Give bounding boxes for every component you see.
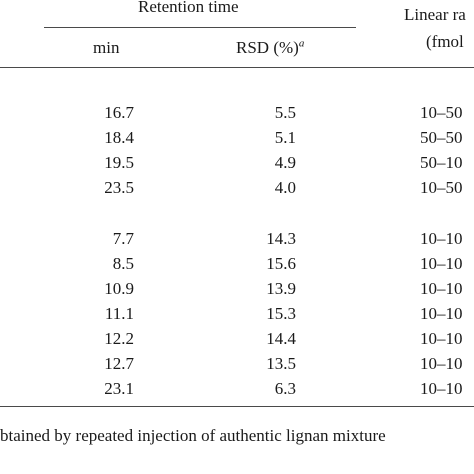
cell-rsd: 13.9 bbox=[266, 279, 296, 298]
cell-rsd: 4.0 bbox=[274, 178, 296, 197]
cell-rsd: 6.3 bbox=[274, 379, 296, 398]
cell-rsd: 15.6 bbox=[266, 254, 296, 273]
cell-min: 8.5 bbox=[112, 254, 134, 273]
cell-rsd: 15.3 bbox=[266, 304, 296, 323]
cell-min: 23.1 bbox=[104, 379, 134, 398]
linear-range-header-line2: (fmol bbox=[426, 32, 464, 51]
cell-min: 12.7 bbox=[104, 354, 134, 373]
cell-linear: 10–10 bbox=[420, 279, 463, 298]
cell-linear: 10–10 bbox=[420, 304, 463, 323]
header-bottom-rule bbox=[0, 67, 474, 68]
cell-min: 11.1 bbox=[104, 304, 134, 323]
cell-rsd: 13.5 bbox=[266, 354, 296, 373]
table-bottom-rule bbox=[0, 406, 474, 407]
cell-linear: 50–50 bbox=[420, 128, 463, 147]
cell-rsd: 14.4 bbox=[266, 329, 296, 348]
cell-min: 19.5 bbox=[104, 153, 134, 172]
cell-min: 12.2 bbox=[104, 329, 134, 348]
retention-time-header: Retention time bbox=[138, 0, 239, 16]
cell-linear: 10–10 bbox=[420, 229, 463, 248]
cell-min: 16.7 bbox=[104, 103, 134, 122]
table-footnote: btained by repeated injection of authent… bbox=[0, 426, 386, 445]
col-header-rsd: RSD (%)a bbox=[236, 38, 304, 58]
cell-min: 18.4 bbox=[104, 128, 134, 147]
cell-rsd: 4.9 bbox=[274, 153, 296, 172]
col-header-rsd-footnote-mark: a bbox=[298, 37, 305, 50]
cell-linear: 10–50 bbox=[420, 103, 463, 122]
cell-rsd: 14.3 bbox=[266, 229, 296, 248]
cell-rsd: 5.1 bbox=[274, 128, 296, 147]
col-header-min: min bbox=[93, 38, 120, 57]
cell-min: 23.5 bbox=[104, 178, 134, 197]
cell-linear: 10–10 bbox=[420, 329, 463, 348]
col-header-rsd-text: RSD (%) bbox=[236, 38, 299, 57]
cell-min: 10.9 bbox=[104, 279, 134, 298]
cell-linear: 50–10 bbox=[420, 153, 463, 172]
cell-linear: 10–10 bbox=[420, 254, 463, 273]
cell-linear: 10–10 bbox=[420, 354, 463, 373]
cell-linear: 10–50 bbox=[420, 178, 463, 197]
cell-min: 7.7 bbox=[112, 229, 134, 248]
linear-range-header-line1: Linear ra bbox=[404, 5, 466, 24]
cell-rsd: 5.5 bbox=[274, 103, 296, 122]
cell-linear: 10–10 bbox=[420, 379, 463, 398]
retention-time-rule bbox=[44, 27, 356, 28]
